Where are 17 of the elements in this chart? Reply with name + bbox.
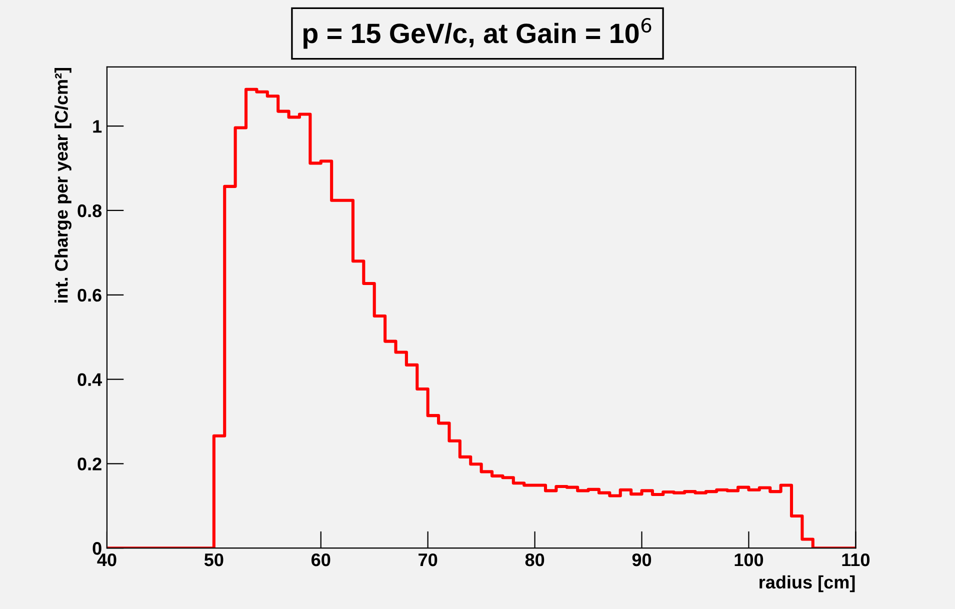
x-tick-label: 110 [842,553,870,566]
y-tick-label: 0.6 [78,288,102,302]
y-tick-label: 0.4 [78,373,102,386]
x-tick-label: 90 [632,553,652,566]
x-tick-label: 50 [204,553,224,566]
y-tick-label: 0.2 [78,458,102,470]
y-tick-label: 0 [92,542,102,555]
x-axis-title: radius [cm] [760,575,855,592]
x-tick-label: 100 [734,553,764,566]
x-tick-label: 60 [312,553,330,566]
y-axis-title: int. Charge per year [C/cm²] [54,68,72,302]
x-tick-label: 40 [97,553,116,566]
y-tick-label: 0.8 [78,204,102,218]
chart-title: p = 15 GeV/c, at Gain = 10$^{6}$ [304,18,652,49]
x-tick-label: 70 [418,553,438,566]
x-tick-label: 80 [525,553,544,566]
y-tick-label: 1 [93,120,102,133]
